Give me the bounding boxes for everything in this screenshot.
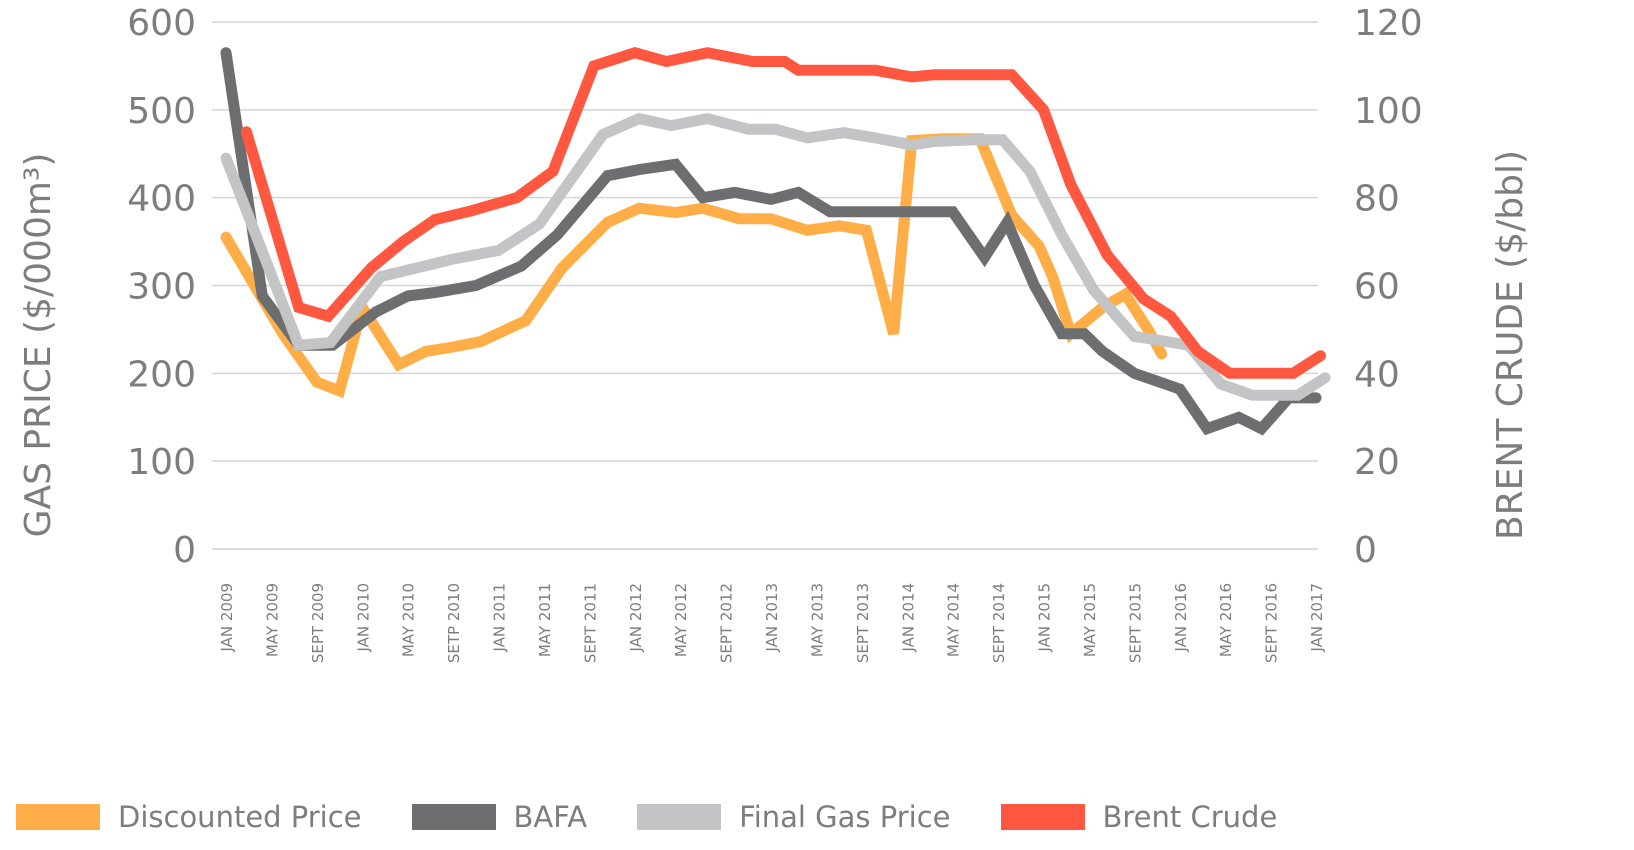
- y-tick-label: 600: [127, 3, 196, 44]
- right-y-axis-ticks: 0 20 40 60 80 100 120: [1354, 3, 1423, 571]
- x-tick-label: JAN 2009: [218, 583, 236, 653]
- series-line-brent-crude: [240, 46, 1326, 379]
- x-tick-label: MAY 2015: [1081, 583, 1099, 657]
- x-tick-label: SEPT 2011: [581, 583, 599, 663]
- legend-label: Final Gas Price: [739, 800, 951, 834]
- series-line-bafa: [220, 47, 1322, 436]
- x-tick-label: JAN 2015: [1036, 583, 1054, 653]
- legend-swatch: [637, 804, 722, 830]
- line-chart: 0 100 200 300 400 500 600 0 20 40 60 80 100 120 JAN …: [18, 3, 1531, 663]
- legend-label: Discounted Price: [118, 800, 362, 834]
- y2-tick-label: 100: [1354, 91, 1423, 132]
- y-tick-label: 500: [127, 91, 196, 132]
- x-tick-label: JAN 2014: [899, 583, 917, 653]
- legend-item-bafa: BAFA: [411, 800, 588, 834]
- y2-tick-label: 60: [1354, 267, 1400, 308]
- y2-tick-label: 120: [1354, 3, 1423, 44]
- x-tick-label: SEPT 2015: [1126, 583, 1144, 663]
- x-tick-label: MAY 2014: [945, 583, 963, 657]
- legend-item-brent-crude: Brent Crude: [1000, 800, 1278, 834]
- x-tick-label: MAY 2016: [1217, 583, 1235, 657]
- y-tick-label: 100: [127, 442, 196, 483]
- y-tick-label: 300: [127, 267, 196, 308]
- y2-tick-label: 40: [1354, 354, 1400, 395]
- x-tick-label: SEPT 2016: [1263, 583, 1281, 663]
- x-tick-label: MAY 2011: [536, 583, 554, 657]
- x-tick-label: SEPT 2014: [990, 583, 1008, 663]
- x-tick-label: JAN 2012: [627, 583, 645, 653]
- x-tick-label: SETP 2010: [445, 583, 463, 663]
- legend-item-discounted-price: Discounted Price: [16, 800, 362, 834]
- x-tick-label: MAY 2013: [808, 583, 826, 657]
- x-tick-label: JAN 2011: [491, 583, 509, 653]
- x-tick-label: JAN 2010: [354, 583, 372, 653]
- y2-tick-label: 80: [1354, 179, 1400, 220]
- x-tick-label: MAY 2010: [400, 583, 418, 657]
- x-tick-label: SEPT 2009: [309, 583, 327, 663]
- series-line-final-gas-price: [220, 112, 1331, 401]
- legend-item-final-gas-price: Final Gas Price: [637, 800, 951, 834]
- x-tick-label: JAN 2017: [1308, 583, 1326, 653]
- x-tick-label: MAY 2009: [263, 583, 281, 657]
- legend-label: BAFA: [513, 800, 588, 834]
- y2-tick-label: 20: [1354, 442, 1400, 483]
- legend-swatch: [411, 804, 496, 830]
- legend-swatch: [1000, 804, 1085, 830]
- series-lines: [220, 46, 1331, 436]
- y2-tick-label: 0: [1354, 530, 1377, 571]
- x-axis-ticks: JAN 2009 MAY 2009 SEPT 2009 JAN 2010 MAY 201…: [218, 583, 1326, 663]
- y-tick-label: 0: [173, 530, 196, 571]
- series-line-discounted-price: [220, 133, 1168, 399]
- x-tick-label: JAN 2013: [763, 583, 781, 653]
- legend-label: Brent Crude: [1102, 800, 1278, 834]
- right-axis-title: BRENT CRUDE ($/bbl): [1490, 150, 1531, 540]
- y-tick-label: 200: [127, 354, 196, 395]
- left-y-axis-ticks: 0 100 200 300 400 500 600: [127, 3, 196, 571]
- left-axis-title: GAS PRICE ($/000m³): [18, 153, 59, 538]
- x-tick-label: SEPT 2013: [854, 583, 872, 663]
- x-tick-label: SEPT 2012: [718, 583, 736, 663]
- x-tick-label: JAN 2016: [1172, 583, 1190, 653]
- y-tick-label: 400: [127, 179, 196, 220]
- x-tick-label: MAY 2012: [672, 583, 690, 657]
- legend: Discounted Price BAFA Final Gas Price Br…: [16, 800, 1327, 834]
- legend-swatch: [16, 804, 100, 830]
